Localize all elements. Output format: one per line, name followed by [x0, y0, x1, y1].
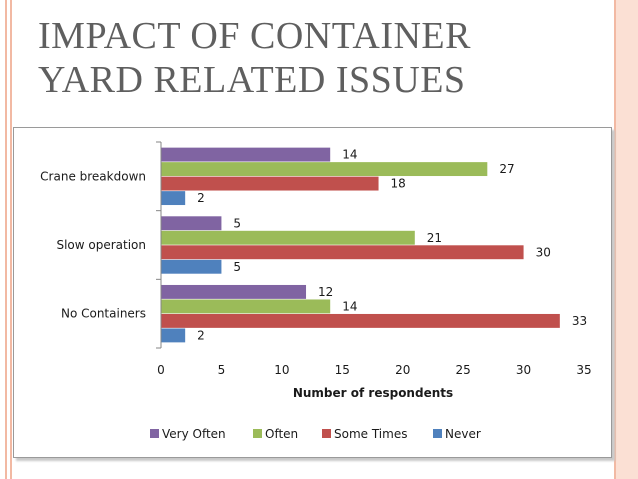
bar-0-1 — [161, 162, 488, 177]
legend-label-2: Some Times — [334, 427, 407, 441]
bar-2-3 — [161, 328, 186, 343]
chart-bars — [161, 147, 560, 343]
category-label-0: Crane breakdown — [40, 169, 146, 183]
chart-legend: Very Often Often Some Times Never — [150, 427, 481, 441]
y-axis-tick-marks — [156, 141, 161, 349]
x-tick-label-4: 20 — [395, 363, 410, 377]
legend-label-3: Never — [445, 427, 481, 441]
right-decor-strip — [616, 0, 638, 479]
x-axis-tick-labels: 0 5 10 15 20 25 30 35 — [157, 363, 591, 377]
x-tick-label-2: 10 — [274, 363, 289, 377]
bar-1-3 — [161, 259, 222, 274]
data-label-2-1: 14 — [342, 299, 357, 313]
data-label-2-0: 12 — [318, 285, 333, 299]
category-label-1: Slow operation — [56, 238, 146, 252]
data-label-0-0: 14 — [342, 148, 357, 162]
legend-swatch-0 — [150, 429, 159, 438]
left-decor-rule-outer — [5, 0, 7, 479]
bar-0-2 — [161, 176, 379, 191]
x-tick-label-7: 35 — [576, 363, 591, 377]
x-tick-label-1: 5 — [218, 363, 226, 377]
x-axis-title: Number of respondents — [293, 386, 453, 400]
bar-0-0 — [161, 147, 331, 162]
bar-1-0 — [161, 216, 222, 231]
y-axis-category-labels: Crane breakdown Slow operation No Containe… — [40, 169, 146, 320]
data-label-0-1: 27 — [499, 162, 514, 176]
x-tick-label-5: 25 — [456, 363, 471, 377]
bar-1-2 — [161, 245, 524, 260]
data-label-0-2: 18 — [391, 177, 406, 191]
left-decor-rule-inner — [10, 0, 12, 479]
legend-swatch-1 — [253, 429, 262, 438]
x-tick-label-6: 30 — [516, 363, 531, 377]
bar-2-1 — [161, 299, 331, 314]
slide-title-line-2: YARD RELATED ISSUES — [38, 59, 466, 101]
data-label-1-3: 5 — [233, 260, 241, 274]
data-label-0-3: 2 — [197, 191, 205, 205]
slide-title-line-1: IMPACT OF CONTAINER — [38, 15, 471, 57]
x-tick-label-0: 0 — [157, 363, 165, 377]
data-label-2-3: 2 — [197, 328, 205, 342]
data-label-1-1: 21 — [427, 231, 442, 245]
bar-1-1 — [161, 230, 415, 245]
legend-swatch-2 — [322, 429, 331, 438]
legend-swatch-3 — [433, 429, 442, 438]
chart-data-labels: 14 27 18 2 5 21 30 5 12 14 33 2 — [197, 148, 587, 343]
data-label-2-2: 33 — [572, 314, 587, 328]
right-decor-rule — [614, 0, 616, 479]
slide-title: IMPACT OF CONTAINER YARD RELATED ISSUES — [38, 14, 598, 102]
bar-2-0 — [161, 284, 307, 299]
data-label-1-0: 5 — [233, 216, 241, 230]
category-label-2: No Containers — [61, 307, 146, 321]
bar-0-3 — [161, 191, 186, 206]
legend-label-0: Very Often — [162, 427, 226, 441]
bar-2-2 — [161, 313, 560, 328]
x-tick-label-3: 15 — [335, 363, 350, 377]
legend-label-1: Often — [265, 427, 298, 441]
data-label-1-2: 30 — [536, 245, 551, 259]
